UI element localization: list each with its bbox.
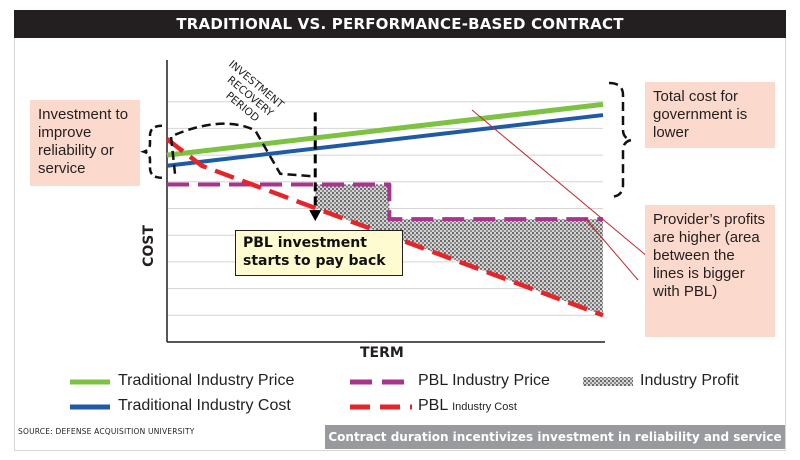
title-bar: TRADITIONAL VS. PERFORMANCE-BASED CONTRA…: [14, 10, 786, 38]
series-pbl-price: [167, 182, 603, 222]
pointer-line-2: [584, 217, 639, 281]
legend-label-trad-price: Traditional Industry Price: [118, 372, 295, 389]
legend-pbl-cost-main: PBL: [418, 397, 448, 414]
legend-label-pbl-cost: PBL Industry Cost: [418, 397, 517, 415]
x-axis-label: TERM: [360, 345, 404, 361]
legend-label-pbl-price: PBL Industry Price: [418, 372, 550, 389]
profit-area-group: [315, 184, 603, 316]
recovery-period-bracket: [169, 122, 316, 178]
y-axis-label: COST: [140, 225, 157, 267]
profits-callout: Provider’s profits are higher (area betw…: [645, 205, 775, 337]
legend-label-trad-cost: Traditional Industry Cost: [118, 397, 291, 414]
investment-brace: [140, 124, 163, 179]
investment-callout: Investment to improve reliability or ser…: [30, 100, 140, 186]
axes: [166, 60, 605, 343]
chart-frame: [14, 38, 786, 451]
legend-pbl-cost-sub: Industry Cost: [452, 401, 517, 413]
payback-callout: PBL investment starts to pay back: [235, 230, 403, 276]
series-pbl-cost: [165, 137, 604, 318]
series-traditional-cost: [166, 113, 604, 168]
series-traditional-price: [166, 101, 604, 158]
legend-swatches: [70, 377, 633, 410]
payback-arrow-head: [309, 210, 322, 222]
footer-text: Contract duration incentivizes investmen…: [328, 430, 782, 444]
source-note: SOURCE: DEFENSE ACQUISITION UNIVERSITY: [18, 427, 195, 436]
total-cost-callout: Total cost for government is lower: [645, 82, 775, 148]
chart-title: TRADITIONAL VS. PERFORMANCE-BASED CONTRA…: [176, 15, 624, 33]
total-cost-brace: [608, 81, 632, 199]
legend-label-profit: Industry Profit: [640, 372, 739, 389]
footer-bar: Contract duration incentivizes investmen…: [325, 425, 785, 449]
pointer-line-1: [471, 109, 649, 258]
profit-area: [315, 184, 603, 316]
legend-swatch-profit: [583, 377, 633, 386]
series-group: [165, 101, 604, 318]
